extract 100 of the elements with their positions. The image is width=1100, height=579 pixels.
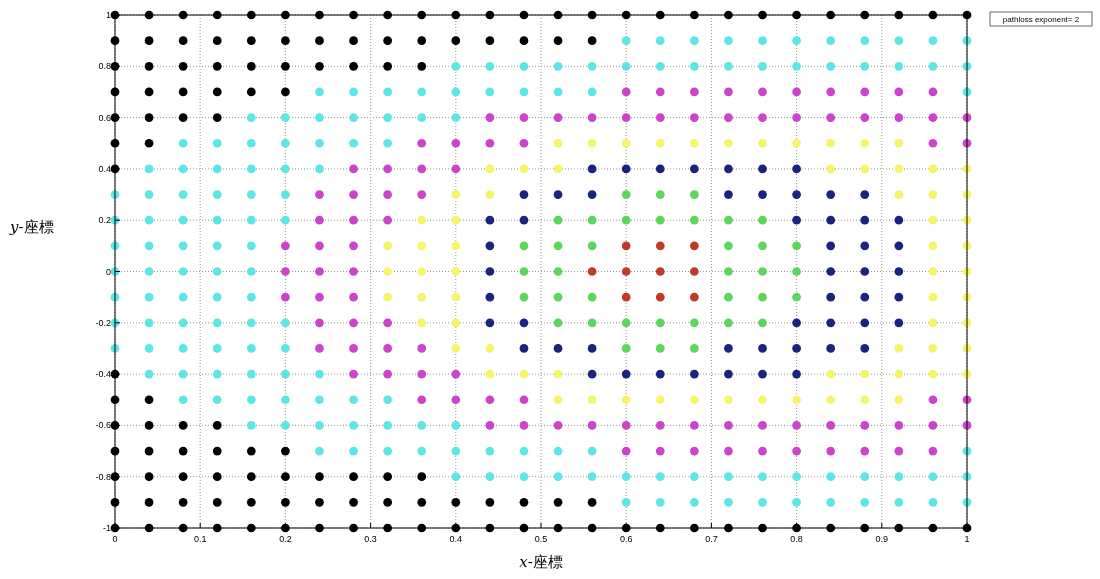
- point: [894, 267, 904, 276]
- point: [792, 369, 801, 379]
- point: [758, 164, 767, 174]
- point: [655, 215, 665, 225]
- y-axis-title: y-座標: [9, 217, 54, 236]
- point: [655, 164, 665, 174]
- point: [621, 318, 631, 328]
- point: [792, 267, 801, 276]
- point: [792, 164, 801, 174]
- point: [724, 344, 733, 353]
- point: [485, 215, 495, 225]
- x-tick-label: 0.9: [875, 534, 889, 544]
- y-tick-label: -1: [102, 523, 111, 533]
- x-tick-label: 0.3: [364, 534, 377, 544]
- point: [724, 267, 733, 276]
- point: [724, 241, 733, 251]
- point: [655, 292, 665, 302]
- point: [826, 344, 836, 353]
- point: [689, 190, 699, 199]
- point: [724, 318, 733, 328]
- point: [655, 344, 665, 353]
- y-tick-label: 0: [105, 266, 111, 277]
- point: [587, 164, 597, 174]
- point: [758, 215, 767, 225]
- point: [860, 344, 870, 353]
- point: [621, 292, 631, 302]
- point: [689, 369, 699, 379]
- point: [587, 267, 597, 276]
- point: [758, 318, 767, 328]
- point: [792, 215, 801, 225]
- point: [587, 215, 597, 225]
- point: [860, 190, 870, 199]
- point: [621, 190, 631, 199]
- point: [485, 267, 495, 276]
- point: [587, 318, 597, 328]
- point: [621, 267, 631, 276]
- point: [587, 369, 597, 379]
- point: [894, 241, 904, 251]
- point: [655, 190, 665, 199]
- point: [860, 267, 870, 276]
- point: [519, 318, 529, 328]
- point: [689, 267, 699, 276]
- point: [587, 190, 597, 199]
- point: [655, 267, 665, 276]
- point: [519, 190, 529, 199]
- y-tick-label: 0.4: [98, 163, 111, 174]
- point: [792, 190, 801, 199]
- point: [485, 292, 495, 302]
- x-tick-label: 0.2: [279, 534, 292, 544]
- text: pathloss exponent= 2: [1002, 15, 1080, 24]
- point: [485, 241, 495, 251]
- point: [553, 215, 563, 225]
- x-tick-label: 0: [112, 534, 118, 544]
- point: [655, 318, 665, 328]
- point: [894, 318, 904, 328]
- point: [519, 215, 529, 225]
- x-tick-label: 0.4: [449, 534, 463, 544]
- x-axis-title: x-座標: [519, 553, 563, 571]
- point: [689, 344, 699, 353]
- point: [894, 292, 904, 302]
- y-tick-label: -0.6: [95, 420, 111, 431]
- y-tick-label: -0.4: [95, 369, 111, 380]
- x-tick-label: 0.1: [193, 534, 207, 544]
- point: [621, 344, 631, 353]
- point: [689, 318, 699, 328]
- x-tick-label: 0.5: [534, 534, 548, 544]
- point: [860, 318, 870, 328]
- point: [519, 292, 529, 302]
- point: [587, 344, 597, 353]
- point: [758, 241, 767, 251]
- point: [860, 215, 870, 225]
- x-tick-label: 0.6: [619, 534, 633, 544]
- point: [553, 267, 563, 276]
- x-tick-label: 0.8: [790, 534, 803, 544]
- point: [553, 318, 563, 328]
- x-tick-label: 0.7: [705, 534, 718, 544]
- point: [724, 292, 733, 302]
- point: [621, 164, 631, 174]
- y-tick-label: 0.8: [98, 61, 111, 72]
- x-tick-label: 1: [964, 534, 970, 544]
- point: [519, 344, 529, 353]
- point: [826, 215, 836, 225]
- point: [485, 318, 495, 328]
- point: [724, 164, 733, 174]
- point: [689, 292, 699, 302]
- point: [553, 344, 563, 353]
- point: [792, 318, 801, 328]
- point: [587, 241, 597, 251]
- point: [826, 318, 836, 328]
- point: [792, 344, 801, 353]
- point: [894, 215, 904, 225]
- point: [860, 292, 870, 302]
- point: [587, 292, 597, 302]
- point: [553, 292, 563, 302]
- point: [553, 241, 563, 251]
- point: [621, 215, 631, 225]
- y-tick-label: -0.8: [95, 471, 111, 482]
- point: [519, 241, 529, 251]
- point: [689, 241, 699, 251]
- point: [553, 190, 563, 199]
